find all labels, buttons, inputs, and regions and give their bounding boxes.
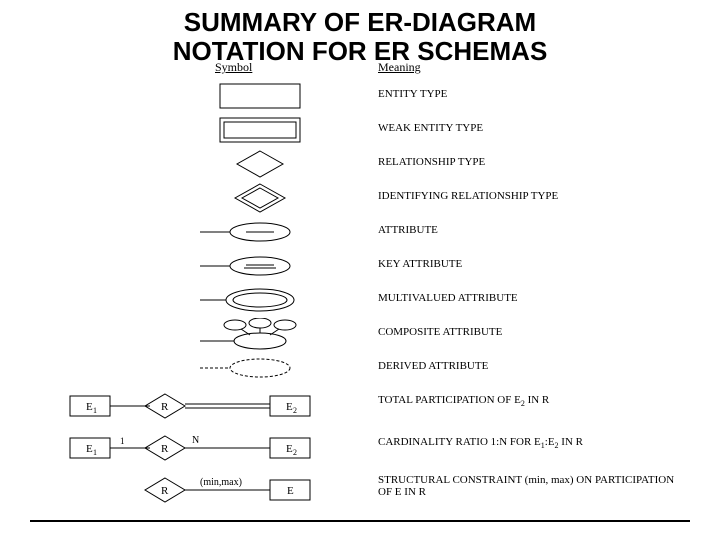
svg-text:1: 1 — [93, 406, 97, 415]
row-multivalued: MULTIVALUED ATTRIBUTE — [0, 284, 720, 318]
symbol-relationship — [0, 148, 360, 182]
meaning-total-participation: TOTAL PARTICIPATION OF E2 IN R — [378, 394, 549, 408]
symbol-entity — [0, 80, 360, 114]
meaning-structural: STRUCTURAL CONSTRAINT (min, max) ON PART… — [378, 474, 674, 498]
svg-text:R: R — [161, 443, 169, 455]
symbol-key-attribute — [0, 250, 360, 284]
svg-text:(min,max): (min,max) — [200, 477, 242, 488]
meaning-ident-relationship: IDENTIFYING RELATIONSHIP TYPE — [378, 190, 558, 202]
svg-text:1: 1 — [120, 436, 125, 446]
symbol-weak-entity — [0, 114, 360, 148]
symbol-structural: R (min,max) E — [0, 470, 360, 512]
meaning-relationship: RELATIONSHIP TYPE — [378, 156, 485, 168]
symbol-multivalued — [0, 284, 360, 318]
symbol-ident-relationship — [0, 182, 360, 216]
meaning-composite: COMPOSITE ATTRIBUTE — [378, 326, 502, 338]
svg-text:R: R — [161, 401, 169, 413]
meaning-weak-entity: WEAK ENTITY TYPE — [378, 122, 483, 134]
symbol-derived — [0, 352, 360, 386]
row-structural: R (min,max) E STRUCTURAL CONSTRAINT (min… — [0, 470, 720, 512]
svg-text:2: 2 — [293, 406, 297, 415]
svg-text:E: E — [286, 443, 293, 455]
svg-text:E: E — [86, 443, 93, 455]
footer-rule — [30, 520, 690, 522]
row-attribute: ATTRIBUTE — [0, 216, 720, 250]
row-total-participation: E1 R E2 TOTAL PARTICIPATION OF E2 IN R — [0, 386, 720, 428]
row-derived: DERIVED ATTRIBUTE — [0, 352, 720, 386]
notation-rows: ENTITY TYPE WEAK ENTITY TYPE RELATIONSHI… — [0, 80, 720, 512]
row-composite: COMPOSITE ATTRIBUTE — [0, 318, 720, 352]
svg-text:N: N — [192, 435, 199, 446]
symbol-attribute — [0, 216, 360, 250]
symbol-cardinality: E1 1 R N E2 — [0, 428, 360, 470]
svg-text:1: 1 — [93, 448, 97, 457]
symbol-header: Symbol — [215, 60, 252, 75]
svg-text:E: E — [86, 401, 93, 413]
meaning-multivalued: MULTIVALUED ATTRIBUTE — [378, 292, 518, 304]
meaning-key-attribute: KEY ATTRIBUTE — [378, 258, 462, 270]
svg-text:2: 2 — [293, 448, 297, 457]
title-line-1: SUMMARY OF ER-DIAGRAM — [184, 7, 536, 37]
symbol-total-participation: E1 R E2 — [0, 386, 360, 428]
page-title: SUMMARY OF ER-DIAGRAM NOTATION FOR ER SC… — [0, 0, 720, 65]
meaning-derived: DERIVED ATTRIBUTE — [378, 360, 488, 372]
row-cardinality: E1 1 R N E2 CARDINALITY RATIO 1:N FOR E1… — [0, 428, 720, 470]
meaning-attribute: ATTRIBUTE — [378, 224, 438, 236]
row-key-attribute: KEY ATTRIBUTE — [0, 250, 720, 284]
meaning-cardinality: CARDINALITY RATIO 1:N FOR E1:E2 IN R — [378, 436, 583, 450]
svg-text:E: E — [286, 401, 293, 413]
symbol-composite — [0, 318, 360, 352]
meaning-entity: ENTITY TYPE — [378, 88, 447, 100]
meaning-header: Meaning — [378, 60, 421, 75]
svg-text:E: E — [287, 485, 294, 497]
svg-text:R: R — [161, 485, 169, 497]
row-entity: ENTITY TYPE — [0, 80, 720, 114]
row-relationship: RELATIONSHIP TYPE — [0, 148, 720, 182]
row-ident-relationship: IDENTIFYING RELATIONSHIP TYPE — [0, 182, 720, 216]
row-weak-entity: WEAK ENTITY TYPE — [0, 114, 720, 148]
